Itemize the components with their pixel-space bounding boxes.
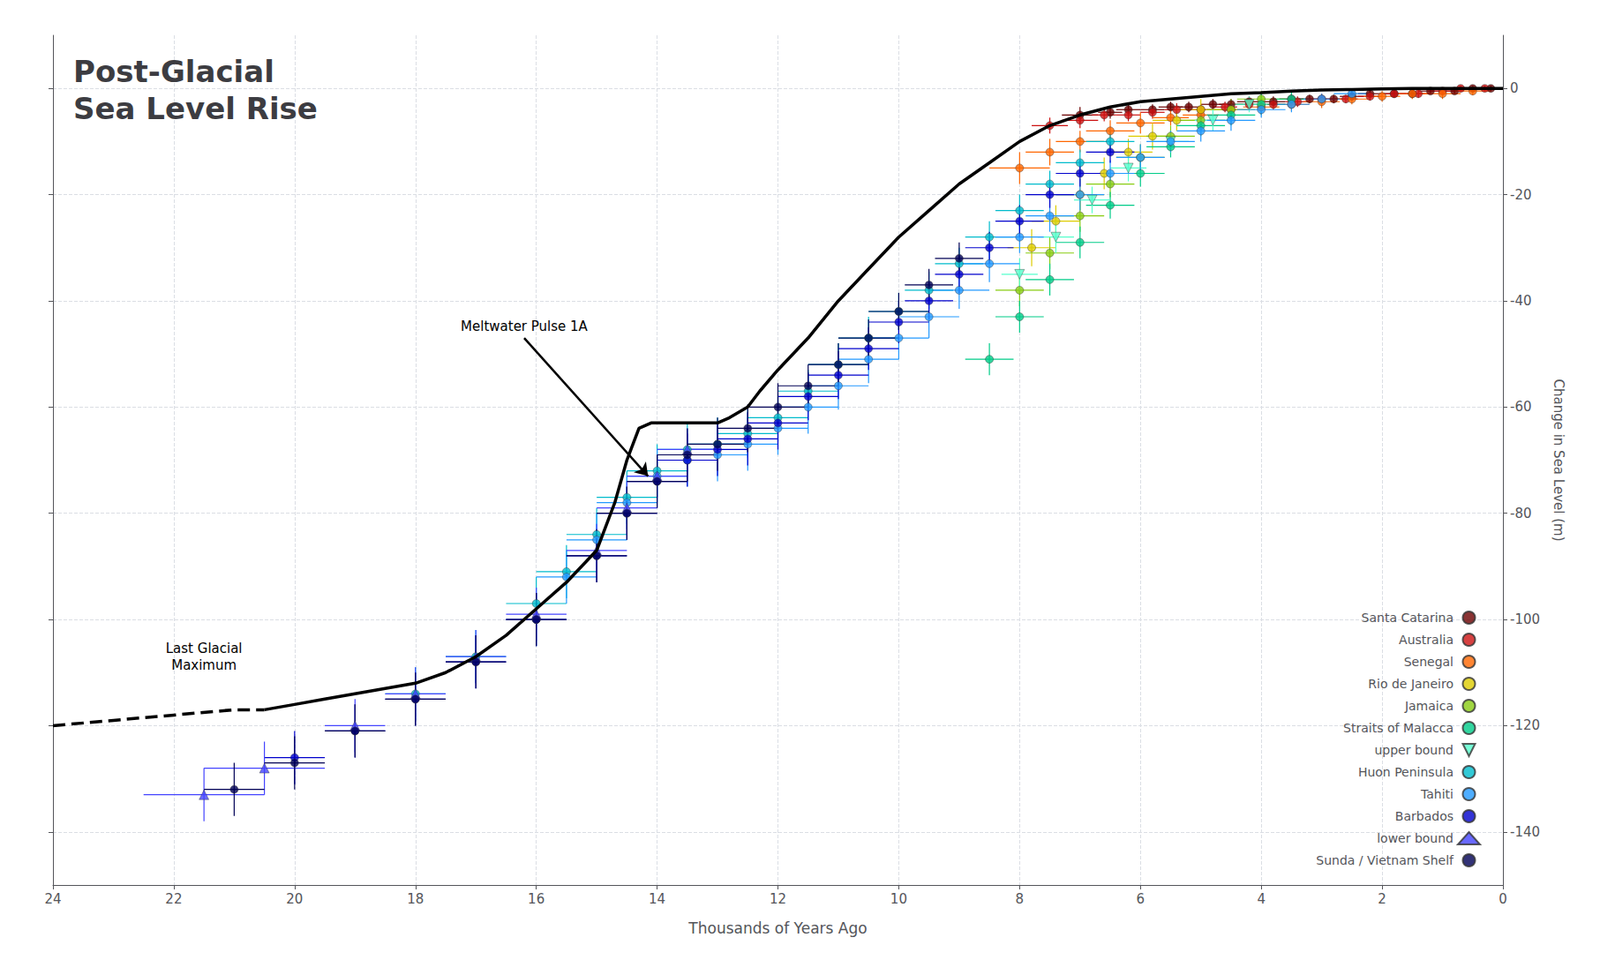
svg-text:Jamaica: Jamaica xyxy=(1404,698,1454,714)
svg-text:24: 24 xyxy=(44,891,61,908)
svg-text:Post-Glacial: Post-Glacial xyxy=(73,53,275,90)
svg-text:Thousands of Years Ago: Thousands of Years Ago xyxy=(687,919,867,938)
svg-text:Tahiti: Tahiti xyxy=(1419,787,1454,802)
svg-text:14: 14 xyxy=(648,891,666,908)
svg-text:12: 12 xyxy=(769,891,787,908)
svg-text:4: 4 xyxy=(1256,891,1266,908)
svg-text:0: 0 xyxy=(1509,80,1519,97)
svg-text:16: 16 xyxy=(527,891,545,908)
svg-text:Meltwater Pulse 1A: Meltwater Pulse 1A xyxy=(460,318,589,335)
svg-text:Sea Level Rise: Sea Level Rise xyxy=(73,90,318,127)
svg-text:Last Glacial: Last Glacial xyxy=(165,640,243,657)
svg-text:-60: -60 xyxy=(1509,398,1533,415)
svg-text:Straits of Malacca: Straits of Malacca xyxy=(1343,721,1454,736)
svg-text:22: 22 xyxy=(165,891,182,908)
svg-text:-40: -40 xyxy=(1509,292,1533,309)
svg-text:-140: -140 xyxy=(1509,824,1540,841)
svg-text:upper bound: upper bound xyxy=(1374,743,1454,758)
svg-text:6: 6 xyxy=(1135,891,1145,908)
svg-text:10: 10 xyxy=(890,891,908,908)
svg-text:-120: -120 xyxy=(1509,717,1540,734)
svg-text:-20: -20 xyxy=(1509,187,1533,203)
svg-text:-80: -80 xyxy=(1509,505,1533,522)
svg-text:Change in Sea Level (m): Change in Sea Level (m) xyxy=(1550,378,1567,541)
svg-text:20: 20 xyxy=(285,891,303,908)
svg-text:18: 18 xyxy=(406,891,424,908)
svg-text:-100: -100 xyxy=(1509,611,1540,628)
svg-text:lower bound: lower bound xyxy=(1376,831,1454,846)
svg-text:Rio de Janeiro: Rio de Janeiro xyxy=(1367,676,1454,692)
svg-text:Barbados: Barbados xyxy=(1395,809,1454,824)
svg-text:Sunda / Vietnam Shelf: Sunda / Vietnam Shelf xyxy=(1315,853,1455,868)
svg-text:Maximum: Maximum xyxy=(171,657,237,674)
svg-text:0: 0 xyxy=(1498,891,1508,908)
svg-text:Huon Peninsula: Huon Peninsula xyxy=(1358,765,1454,780)
svg-text:Senegal: Senegal xyxy=(1404,654,1454,669)
svg-text:8: 8 xyxy=(1015,891,1025,908)
svg-text:Australia: Australia xyxy=(1398,632,1454,647)
svg-text:Santa Catarina: Santa Catarina xyxy=(1361,610,1454,625)
svg-text:2: 2 xyxy=(1377,891,1387,908)
